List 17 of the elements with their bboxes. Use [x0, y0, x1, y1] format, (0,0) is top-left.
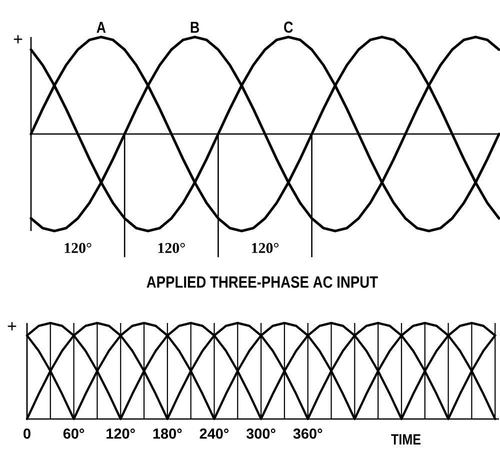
x-tick-label: 180°: [153, 428, 182, 439]
x-tick-label: 120°: [106, 428, 135, 439]
x-tick-label: 240°: [200, 428, 229, 439]
x-tick-label: 300°: [246, 428, 276, 439]
text: 120°: [252, 242, 278, 254]
text: APPLIED THREE-PHASE AC INPUT: [146, 276, 378, 288]
y-axis-title: +: [14, 35, 22, 44]
x-tick-label: 60°: [63, 428, 84, 439]
series-label: B: [190, 22, 200, 33]
x-tick-label: 0: [24, 428, 30, 439]
x-axis-title: TIME: [391, 434, 421, 444]
text: 120°: [64, 242, 92, 254]
text: 120°: [158, 242, 185, 254]
series-label: C: [284, 22, 293, 33]
x-tick-label: 360°: [293, 428, 322, 439]
y-axis-title: +: [8, 322, 16, 330]
series-label: A: [96, 22, 106, 33]
